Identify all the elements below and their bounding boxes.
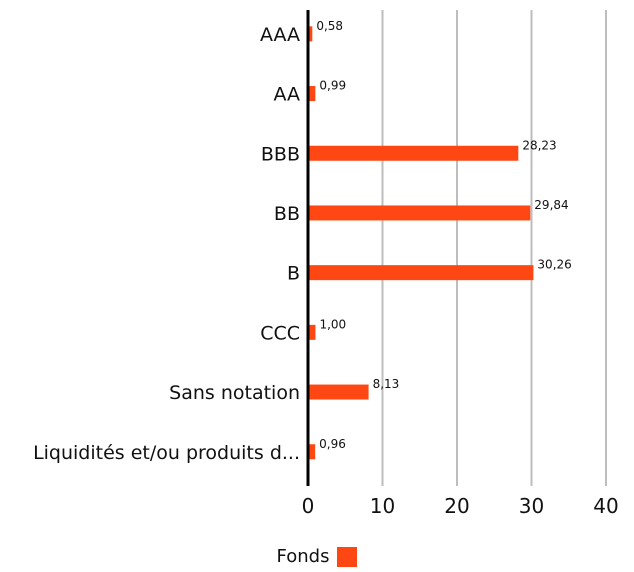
data-label: 0,99 xyxy=(319,79,346,93)
gridlines xyxy=(381,10,607,486)
legend: Fonds xyxy=(0,546,634,567)
data-label: 29,84 xyxy=(534,198,568,212)
bars xyxy=(308,26,534,460)
x-tick-label: 0 xyxy=(302,494,315,518)
category-label: AAA xyxy=(260,24,300,46)
bar xyxy=(308,145,519,161)
data-label: 0,96 xyxy=(319,437,346,451)
labels: 0 10 20 30 40 AAA 0,58 AA 0,99 BBB 28,23 BB 29,84 B 30… xyxy=(33,19,619,518)
category-label: B xyxy=(287,263,300,285)
bar xyxy=(308,324,316,340)
bar xyxy=(308,265,534,281)
bar xyxy=(308,444,316,460)
x-tick-label: 10 xyxy=(370,494,395,518)
category-label: AA xyxy=(273,84,300,106)
category-label: BBB xyxy=(261,143,300,165)
data-label: 1,00 xyxy=(319,317,346,331)
category-label: CCC xyxy=(260,322,300,344)
legend-swatch xyxy=(337,546,358,567)
bar xyxy=(308,384,369,400)
bar xyxy=(308,26,313,42)
data-label: 28,23 xyxy=(522,138,556,152)
x-tick-label: 20 xyxy=(444,494,469,518)
x-tick-label: 30 xyxy=(519,494,544,518)
bar xyxy=(308,86,316,102)
data-label: 30,26 xyxy=(537,258,571,272)
category-label: Liquidités et/ou produits d... xyxy=(33,442,300,464)
data-label: 0,58 xyxy=(316,19,343,33)
legend-label: Fonds xyxy=(276,546,330,567)
category-label: BB xyxy=(274,203,300,225)
bar xyxy=(308,205,531,221)
data-label: 8,13 xyxy=(373,377,400,391)
category-label: Sans notation xyxy=(169,382,300,404)
x-tick-label: 40 xyxy=(593,494,618,518)
